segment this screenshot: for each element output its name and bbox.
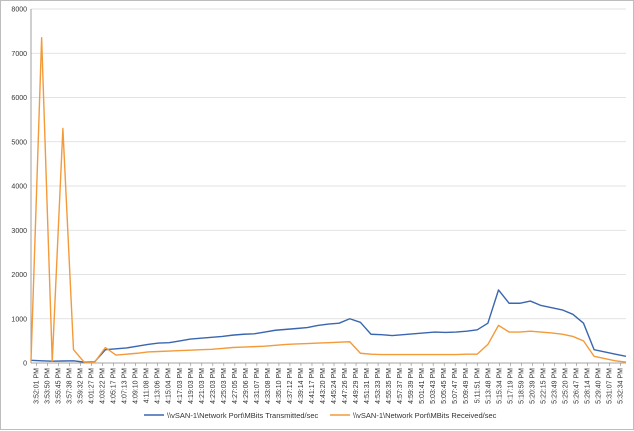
y-tick-label: 5000 <box>11 139 27 146</box>
x-tick-label: 4:31:07 PM <box>254 368 261 404</box>
x-tick-label: 4:11:08 PM <box>144 368 151 403</box>
x-tick-label: 4:35:10 PM <box>276 368 283 404</box>
x-tick-label: 5:09:49 PM <box>463 368 470 404</box>
legend-label-transmitted: \\vSAN-1\Network Port\MBits Transmitted/… <box>167 411 319 420</box>
x-tick-label: 5:29:40 PM <box>595 368 602 404</box>
y-tick-label: 7000 <box>11 51 27 58</box>
legend-label-received: \\vSAN-1\Network Port\MBits Received/sec <box>353 411 497 420</box>
series-line-transmitted <box>30 289 627 363</box>
x-tick-label: 5:17:19 PM <box>507 368 514 404</box>
x-tick-label: 4:51:31 PM <box>364 368 371 404</box>
x-tick-label: 3:53:50 PM <box>45 368 52 404</box>
x-tick-label: 4:37:12 PM <box>287 368 294 404</box>
x-tick-label: 4:57:37 PM <box>397 368 404 404</box>
x-tick-label: 4:33:08 PM <box>265 368 272 404</box>
x-tick-label: 4:55:35 PM <box>386 368 393 404</box>
x-tick-label: 4:13:06 PM <box>155 368 162 404</box>
series-line-received <box>30 37 627 363</box>
y-tick-label: 2000 <box>11 272 27 279</box>
x-tick-label: 5:32:34 PM <box>617 368 624 404</box>
x-tick-label: 5:07:47 PM <box>452 368 459 404</box>
y-tick-label: 8000 <box>11 7 27 14</box>
x-tick-label: 4:41:17 PM <box>309 368 316 404</box>
x-tick-label: 4:15:04 PM <box>166 368 173 404</box>
x-tick-label: 5:26:47 PM <box>573 368 580 404</box>
x-tick-label: 4:39:14 PM <box>298 368 305 404</box>
x-tick-label: 4:59:39 PM <box>408 368 415 404</box>
x-tick-label: 4:47:26 PM <box>342 368 349 404</box>
x-tick-label: 5:03:43 PM <box>430 368 437 404</box>
x-tick-label: 4:17:03 PM <box>177 368 184 404</box>
x-tick-label: 5:28:14 PM <box>584 368 591 404</box>
x-tick-label: 5:01:41 PM <box>419 368 426 404</box>
y-tick-label: 3000 <box>11 228 27 235</box>
x-tick-label: 4:45:24 PM <box>331 368 338 404</box>
x-tick-label: 5:11:51 PM <box>474 368 481 403</box>
x-tick-label: 5:22:15 PM <box>540 368 547 404</box>
x-tick-label: 4:09:10 PM <box>133 368 140 404</box>
series-lines <box>30 37 627 363</box>
x-tick-label: 5:18:59 PM <box>518 368 525 404</box>
x-tick-label: 5:23:49 PM <box>551 368 558 404</box>
x-tick-label: 5:31:07 PM <box>606 368 613 404</box>
x-tick-label: 5:25:20 PM <box>562 368 569 404</box>
x-tick-label: 4:27:05 PM <box>232 368 239 404</box>
y-tick-label: 4000 <box>11 184 27 191</box>
x-tick-label: 5:15:34 PM <box>496 368 503 404</box>
gridlines <box>31 8 626 320</box>
y-tick-label: 6000 <box>11 95 27 102</box>
x-tick-label: 3:52:01 PM <box>34 368 41 404</box>
x-tick-label: 4:05:17 PM <box>111 368 118 404</box>
x-tick-label: 4:19:03 PM <box>188 368 195 404</box>
x-tick-label: 3:55:45 PM <box>56 368 63 404</box>
x-tick-label: 5:20:39 PM <box>529 368 536 404</box>
x-tick-label: 4:01:27 PM <box>89 368 96 404</box>
x-tick-label: 4:25:03 PM <box>221 368 228 404</box>
x-tick-label: 4:07:13 PM <box>122 368 129 404</box>
y-tick-label: 0 <box>23 361 27 368</box>
x-tick-label: 4:49:29 PM <box>353 368 360 404</box>
x-tick-label: 4:43:20 PM <box>320 368 327 404</box>
y-tick-label: 1000 <box>11 316 27 323</box>
legend: \\vSAN-1\Network Port\MBits Transmitted/… <box>144 411 497 420</box>
x-tick-label: 4:29:06 PM <box>243 368 250 404</box>
x-tick-label: 5:13:48 PM <box>485 368 492 404</box>
x-tick-label: 3:59:32 PM <box>78 368 85 404</box>
x-tick-label: 3:57:38 PM <box>67 368 74 404</box>
x-tick-label: 4:03:22 PM <box>100 368 107 404</box>
x-axis-ticks: 3:52:01 PM 3:53:50 PM 3:55:45 PM 3:57:38 PM… <box>34 363 624 404</box>
y-axis-ticks: 0 1000 2000 3000 4000 5000 6000 7000 8000 <box>11 7 27 368</box>
x-tick-label: 4:21:03 PM <box>199 368 206 404</box>
x-tick-label: 4:23:03 PM <box>210 368 217 404</box>
x-tick-label: 4:53:33 PM <box>375 368 382 404</box>
x-tick-label: 5:05:45 PM <box>441 368 448 404</box>
